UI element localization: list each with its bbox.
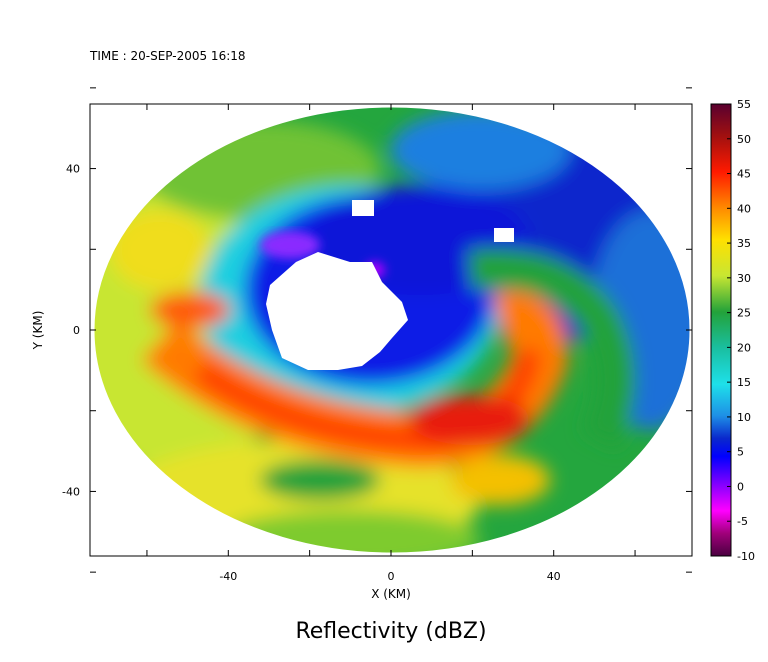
- colorbar-tick-label: 5: [737, 446, 744, 459]
- colorbar-tick-label: 45: [737, 168, 751, 181]
- colorbar-tick-label: -10: [737, 550, 755, 563]
- no-data-region: [266, 252, 408, 370]
- colorbar-tick-label: 55: [737, 98, 751, 111]
- y-axis-label: Y (KM): [31, 311, 45, 351]
- y-tick-label: 40: [66, 163, 80, 176]
- colorbar-tick-label: 35: [737, 237, 751, 250]
- axis-tick-labels: -40 0 40 40 0 -40: [62, 163, 561, 583]
- axis-ticks: [90, 87, 692, 573]
- y-tick-label: 0: [73, 324, 80, 337]
- colorbar-tick-label: 10: [737, 411, 751, 424]
- y-tick-label: -40: [62, 485, 80, 498]
- colorbar-tick-label: 15: [737, 376, 751, 389]
- colorbar-tick-label: 40: [737, 202, 751, 215]
- x-tick-label: 0: [388, 570, 395, 583]
- chart-title: Reflectivity (dBZ): [295, 619, 486, 644]
- time-label: TIME : 20-SEP-2005 16:18: [89, 49, 246, 63]
- colorbar: [710, 103, 732, 557]
- colorbar-tick-label: -5: [737, 515, 748, 528]
- colorbar-tick-label: 50: [737, 133, 751, 146]
- x-tick-label: -40: [219, 570, 237, 583]
- colorbar-tick-label: 0: [737, 480, 744, 493]
- reflectivity-field: [94, 107, 690, 553]
- colorbar-tick-label: 20: [737, 341, 751, 354]
- x-tick-label: 40: [547, 570, 561, 583]
- x-axis-label: X (KM): [371, 587, 411, 601]
- colorbar-tick-label: 25: [737, 307, 751, 320]
- colorbar-tick-label: 30: [737, 272, 751, 285]
